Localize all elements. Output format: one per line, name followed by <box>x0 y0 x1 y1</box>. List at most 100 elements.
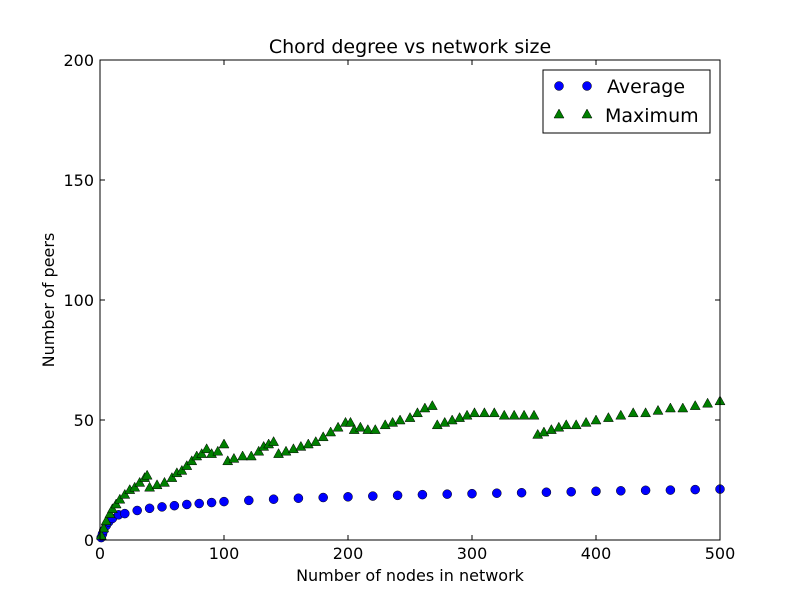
maximum-point <box>268 436 280 446</box>
axis-ticks: 0 100 200 300 400 500 0 50 100 150 200 <box>63 51 735 563</box>
maximum-point <box>218 438 230 449</box>
average-point <box>169 500 180 511</box>
average-point <box>492 488 502 498</box>
legend-maximum-marker-1 <box>553 108 565 119</box>
x-tick-label: 400 <box>581 544 612 563</box>
maximum-point <box>166 472 178 482</box>
x-axis-title: Number of nodes in network <box>296 566 525 585</box>
average-point <box>417 489 428 500</box>
maximum-point <box>394 414 406 425</box>
average-point <box>368 491 378 501</box>
average-point <box>690 484 700 495</box>
maximum-point <box>369 424 381 434</box>
chart-title: Chord degree vs network size <box>269 36 551 58</box>
maximum-point <box>129 481 141 492</box>
x-tick-label: 200 <box>333 544 364 563</box>
average-point <box>268 494 279 504</box>
maximum-point <box>106 503 118 514</box>
maximum-point <box>602 412 614 422</box>
maximum-point <box>615 409 627 420</box>
maximum-point <box>119 488 131 499</box>
legend-maximum-marker-2 <box>581 108 593 119</box>
maximum-point <box>478 407 490 418</box>
maximum-point <box>134 476 146 487</box>
y-tick-label: 0 <box>84 531 94 550</box>
maximum-point <box>253 445 265 456</box>
maximum-point <box>212 445 224 456</box>
maximum-point <box>362 424 374 434</box>
maximum-point <box>412 407 423 418</box>
maximum-point <box>181 460 193 470</box>
average-point <box>206 497 217 508</box>
average-point <box>182 499 192 510</box>
average-point <box>516 487 527 498</box>
maximum-point <box>104 508 116 518</box>
maximum-point <box>245 450 257 461</box>
maximum-point <box>640 407 652 418</box>
average-point <box>541 487 552 497</box>
maximum-point <box>100 515 112 526</box>
average-point <box>616 486 626 496</box>
maximum-point <box>580 416 592 427</box>
maximum-point <box>498 409 510 420</box>
maximum-point <box>560 419 572 430</box>
maximum-point <box>627 407 639 418</box>
y-tick-label: 200 <box>63 51 94 70</box>
maximum-point <box>354 421 366 432</box>
x-tick-label: 300 <box>457 544 488 563</box>
maximum-point <box>664 402 676 413</box>
maximum-point <box>176 464 188 475</box>
average-point <box>640 485 651 496</box>
maximum-point <box>228 452 240 463</box>
average-point <box>293 493 304 503</box>
average-point <box>566 487 576 497</box>
maximum-point <box>702 397 714 408</box>
maximum-point <box>345 416 356 427</box>
average-point <box>467 488 477 499</box>
maximum-point <box>141 469 153 480</box>
average-point <box>157 502 167 512</box>
average-point <box>665 485 676 495</box>
y-axis-title: Number of peers <box>39 233 58 368</box>
x-tick-label: 0 <box>95 544 105 563</box>
maximum-point <box>317 431 329 442</box>
maximum-point <box>404 412 416 422</box>
average-point <box>219 496 229 507</box>
maximum-point <box>325 426 337 437</box>
maximum-point <box>159 476 170 487</box>
data-marks <box>95 395 726 543</box>
average-point <box>144 503 155 514</box>
maximum-point <box>186 455 198 466</box>
maximum-point <box>689 400 701 410</box>
maximum-point <box>426 400 438 410</box>
maximum-point <box>488 407 500 418</box>
average-point <box>132 505 142 516</box>
legend-average-label: Average <box>607 76 685 98</box>
average-point <box>442 489 452 499</box>
average-point <box>194 498 204 509</box>
maximum-point <box>196 448 208 458</box>
legend-average-marker-2 <box>582 81 592 91</box>
maximum-point <box>677 402 689 413</box>
maximum-point <box>310 436 322 446</box>
x-tick-label: 500 <box>705 544 736 563</box>
maximum-point <box>528 409 540 420</box>
maximum-point <box>508 409 520 420</box>
maximum-point <box>237 450 249 461</box>
maximum-point <box>590 414 602 425</box>
average-point <box>591 486 601 497</box>
y-tick-label: 50 <box>74 411 94 430</box>
maximum-point <box>570 419 582 430</box>
x-tick-label: 100 <box>209 544 240 563</box>
average-point <box>318 492 328 503</box>
maximum-point <box>95 529 107 540</box>
maximum-point <box>332 421 344 432</box>
maximum-point <box>201 443 213 454</box>
maximum-point <box>469 407 480 418</box>
maximum-point <box>114 493 126 504</box>
y-tick-label: 100 <box>63 291 94 310</box>
maximum-point <box>110 498 122 509</box>
average-point <box>343 492 353 502</box>
legend-average-marker-1 <box>554 81 564 91</box>
